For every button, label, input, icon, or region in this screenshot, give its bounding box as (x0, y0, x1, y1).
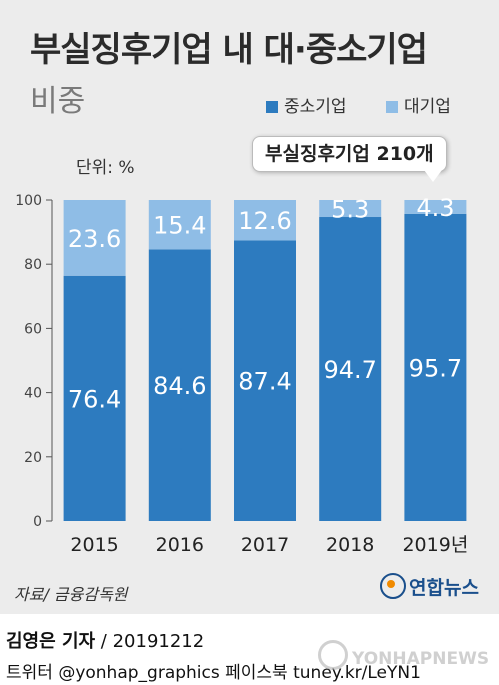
data-label-large: 12.6 (238, 207, 291, 235)
y-tick-label: 60 (24, 321, 42, 337)
bar-sme (319, 217, 382, 521)
y-tick-label: 80 (24, 257, 42, 273)
logo-text: 연합뉴스 (409, 577, 479, 599)
y-tick-label: 40 (24, 386, 42, 402)
data-label-sme: 87.4 (238, 368, 291, 396)
legend-item-large: 대기업 (386, 92, 451, 117)
legend-swatch-large (386, 101, 398, 113)
byline: 김영은 기자 / 20191212 (6, 631, 205, 652)
sns-info: 트위터 @yonhap_graphics 페이스북 tuney.kr/LeYN1 (6, 663, 421, 683)
yonhap-logo-icon (380, 573, 406, 599)
publish-date: 20191212 (112, 631, 205, 652)
legend-item-sme: 중소기업 (266, 92, 347, 117)
data-label-sme: 94.7 (323, 356, 376, 384)
reporter-name: 김영은 기자 (6, 631, 96, 652)
y-tick-label: 0 (33, 514, 42, 530)
data-label-large: 23.6 (68, 225, 121, 253)
unit-label: 단위: % (76, 158, 135, 178)
data-label-sme: 95.7 (409, 354, 462, 382)
chart-subtitle: 비중 (30, 84, 86, 119)
chart-title: 부실징후기업 내 대·중소기업 (30, 30, 428, 70)
x-category-label: 2015 (70, 534, 118, 556)
x-category-label: 2017 (241, 534, 289, 556)
bar-large (404, 200, 467, 214)
x-category-label: 2016 (156, 534, 204, 556)
x-category-label: 2019년 (402, 534, 468, 556)
watermark-icon (318, 640, 348, 670)
bar-large (63, 200, 126, 276)
legend-swatch-sme (266, 101, 278, 113)
watermark: YONHAPNEWS (318, 640, 489, 670)
source-note: 자료/ 금융감독원 (14, 585, 128, 604)
data-label-large: 4.3 (416, 194, 454, 222)
legend-label-large: 대기업 (404, 97, 451, 117)
callout-box: 부실징후기업 210개 (252, 136, 447, 172)
data-label-sme: 84.6 (153, 372, 206, 400)
bar-large (319, 200, 382, 218)
stacked-bar-chart: 0 20 40 60 80 100 76.4 23.6 2015 84.6 15.4 2016 87.4… (15, 193, 468, 556)
y-tick-label: 20 (24, 450, 42, 466)
bar-sme (148, 249, 211, 521)
data-label-large: 15.4 (153, 212, 206, 240)
data-label-sme: 76.4 (68, 385, 121, 413)
legend-label-sme: 중소기업 (284, 97, 347, 117)
yonhap-logo: 연합뉴스 (380, 573, 479, 600)
x-category-label: 2018 (326, 534, 374, 556)
data-label-large: 5.3 (331, 196, 369, 224)
watermark-text: YONHAPNEWS (352, 649, 490, 669)
bar-large (148, 200, 211, 250)
y-tick-label: 100 (15, 193, 42, 209)
bar-sme (63, 275, 126, 521)
callout-tail (424, 170, 442, 182)
bar-sme (234, 240, 296, 522)
bar-large (234, 200, 296, 241)
bar-sme (404, 213, 467, 522)
